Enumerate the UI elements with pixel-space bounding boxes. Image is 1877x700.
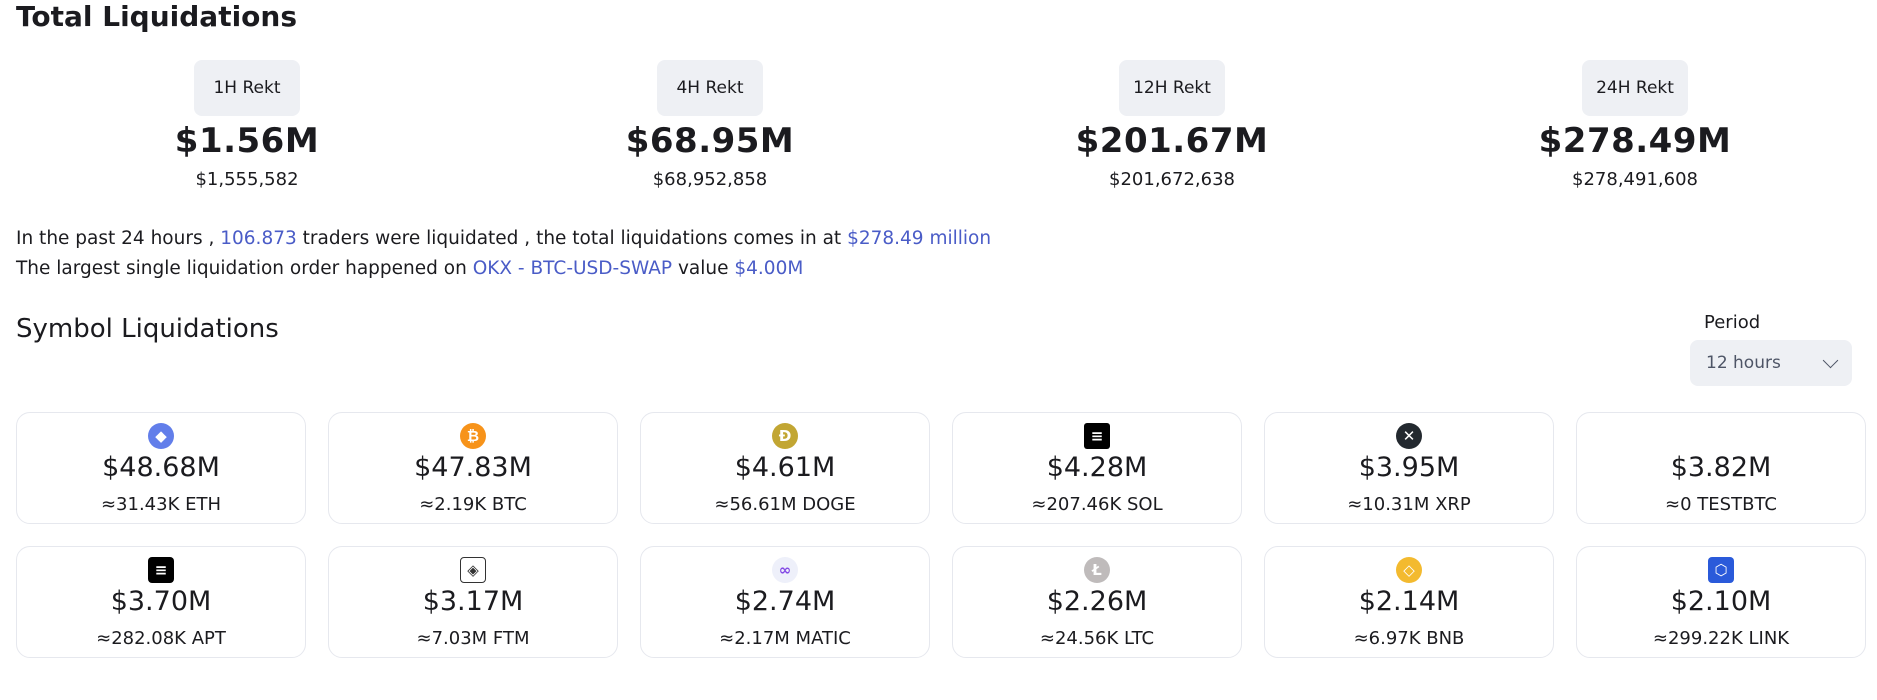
- summary-text: traders were liquidated , the total liqu…: [302, 228, 842, 249]
- stat-1h: 1H Rekt $1.56M $1,555,582: [97, 60, 397, 192]
- period-select[interactable]: 12 hours: [1690, 340, 1852, 386]
- stat-12h-exact: $201,672,638: [1109, 169, 1235, 190]
- symbol-card[interactable]: ≡ $3.70M ≈282.08K APT: [16, 546, 306, 658]
- total-liquidations-title: Total Liquidations: [16, 0, 298, 33]
- symbol-amount: $3.17M: [422, 586, 524, 617]
- stat-12h: 12H Rekt $201.67M $201,672,638: [1022, 60, 1322, 192]
- summary-text: value: [677, 258, 729, 279]
- symbol-card[interactable]: Ł $2.26M ≈24.56K LTC: [952, 546, 1242, 658]
- symbol-amount: $2.10M: [1670, 586, 1772, 617]
- symbol-quantity: ≈6.97K BNB: [1353, 628, 1465, 649]
- symbol-quantity: ≈31.43K ETH: [100, 494, 222, 515]
- summary-line-2: The largest single liquidation order hap…: [16, 254, 991, 284]
- fantom-icon: ◈: [460, 557, 486, 583]
- stat-4h: 4H Rekt $68.95M $68,952,858: [560, 60, 860, 192]
- solana-icon: ≡: [1084, 423, 1110, 449]
- xrp-icon: ✕: [1396, 423, 1422, 449]
- symbol-amount: $4.61M: [734, 452, 836, 483]
- symbol-amount: $2.74M: [734, 586, 836, 617]
- summary-text: The largest single liquidation order hap…: [16, 258, 467, 279]
- rekt-stats: 1H Rekt $1.56M $1,555,582 4H Rekt $68.95…: [0, 60, 1877, 200]
- symbol-quantity: ≈56.61M DOGE: [714, 494, 856, 515]
- period-label: Period: [1704, 312, 1761, 333]
- symbol-amount: $48.68M: [102, 452, 220, 483]
- symbol-quantity: ≈24.56K LTC: [1039, 628, 1155, 649]
- symbol-quantity: ≈10.31M XRP: [1347, 494, 1471, 515]
- stat-4h-value: $68.95M: [625, 121, 795, 161]
- stat-24h-value: $278.49M: [1538, 121, 1732, 161]
- largest-order-link[interactable]: OKX - BTC-USD-SWAP: [472, 258, 673, 279]
- aptos-icon: ≡: [148, 557, 174, 583]
- polygon-icon: ∞: [772, 557, 798, 583]
- liquidation-summary: In the past 24 hours , 106.873 traders w…: [16, 224, 991, 284]
- symbol-amount: $3.70M: [110, 586, 212, 617]
- ethereum-icon: ◆: [148, 423, 174, 449]
- symbol-card[interactable]: ✕ $3.95M ≈10.31M XRP: [1264, 412, 1554, 524]
- bitcoin-icon: ₿: [460, 423, 486, 449]
- symbol-card[interactable]: Ð $4.61M ≈56.61M DOGE: [640, 412, 930, 524]
- symbol-card[interactable]: ◆ $48.68M ≈31.43K ETH: [16, 412, 306, 524]
- symbol-amount: $4.28M: [1046, 452, 1148, 483]
- summary-text: In the past 24 hours ,: [16, 228, 215, 249]
- symbol-amount: $3.95M: [1358, 452, 1460, 483]
- symbol-quantity: ≈0 TESTBTC: [1665, 494, 1777, 515]
- symbol-quantity: ≈2.19K BTC: [419, 494, 527, 515]
- stat-1h-value: $1.56M: [174, 121, 320, 161]
- stat-1h-label[interactable]: 1H Rekt: [194, 60, 300, 116]
- symbol-quantity: ≈282.08K APT: [96, 628, 226, 649]
- symbol-card[interactable]: ≡ $4.28M ≈207.46K SOL: [952, 412, 1242, 524]
- symbol-quantity: ≈207.46K SOL: [1031, 494, 1163, 515]
- symbol-amount: $3.82M: [1670, 452, 1772, 483]
- symbol-amount: $47.83M: [414, 452, 532, 483]
- symbol-liquidations-title: Symbol Liquidations: [16, 314, 279, 344]
- dogecoin-icon: Ð: [772, 423, 798, 449]
- symbol-amount: $2.14M: [1358, 586, 1460, 617]
- largest-order-value: $4.00M: [734, 258, 804, 279]
- symbol-card[interactable]: ₿ $47.83M ≈2.19K BTC: [328, 412, 618, 524]
- summary-line-1: In the past 24 hours , 106.873 traders w…: [16, 224, 991, 254]
- stat-1h-exact: $1,555,582: [195, 169, 299, 190]
- symbol-card[interactable]: ⬡ $2.10M ≈299.22K LINK: [1576, 546, 1866, 658]
- bnb-icon: ◇: [1396, 557, 1422, 583]
- symbol-card[interactable]: ◇ $2.14M ≈6.97K BNB: [1264, 546, 1554, 658]
- symbol-card[interactable]: $3.82M ≈0 TESTBTC: [1576, 412, 1866, 524]
- stat-4h-exact: $68,952,858: [652, 169, 768, 190]
- total-million: $278.49 million: [847, 228, 992, 249]
- symbol-quantity: ≈299.22K LINK: [1652, 628, 1790, 649]
- traders-count: 106.873: [220, 228, 297, 249]
- stat-12h-label[interactable]: 12H Rekt: [1119, 60, 1225, 116]
- period-value: 12 hours: [1706, 353, 1781, 373]
- symbol-quantity: ≈7.03M FTM: [416, 628, 530, 649]
- stat-24h-label[interactable]: 24H Rekt: [1582, 60, 1688, 116]
- symbol-quantity: ≈2.17M MATIC: [719, 628, 851, 649]
- symbol-card[interactable]: ◈ $3.17M ≈7.03M FTM: [328, 546, 618, 658]
- chainlink-icon: ⬡: [1708, 557, 1734, 583]
- stat-24h: 24H Rekt $278.49M $278,491,608: [1485, 60, 1785, 192]
- symbol-card[interactable]: ∞ $2.74M ≈2.17M MATIC: [640, 546, 930, 658]
- stat-24h-exact: $278,491,608: [1572, 169, 1698, 190]
- chevron-down-icon: [1822, 352, 1839, 368]
- stat-4h-label[interactable]: 4H Rekt: [657, 60, 763, 116]
- litecoin-icon: Ł: [1084, 557, 1110, 583]
- symbol-amount: $2.26M: [1046, 586, 1148, 617]
- stat-12h-value: $201.67M: [1075, 121, 1269, 161]
